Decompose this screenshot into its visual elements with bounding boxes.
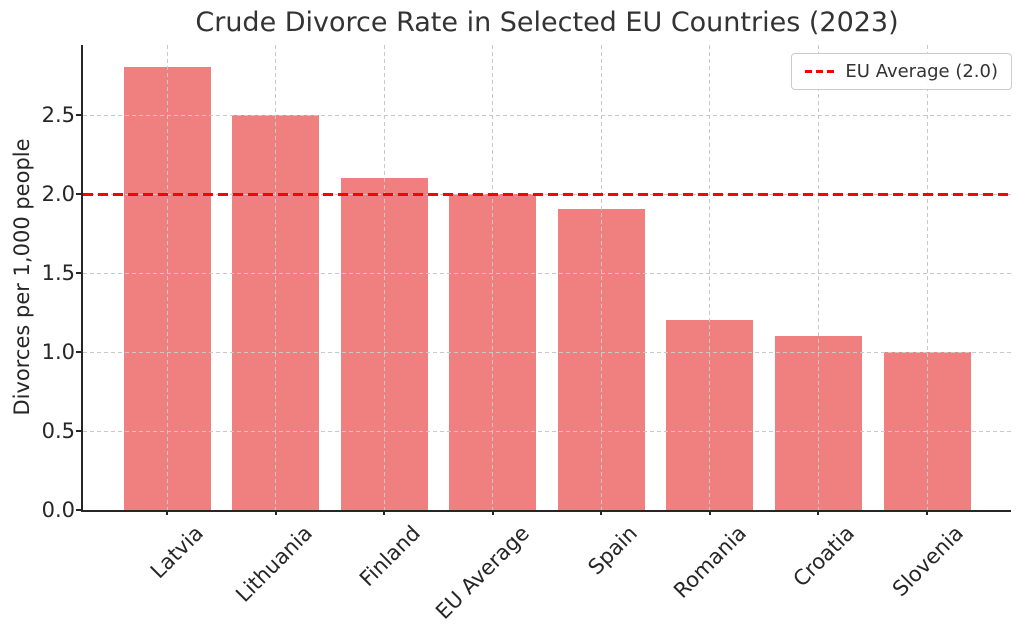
y-tick <box>76 350 81 353</box>
y-tick-label: 1.5 <box>41 260 75 285</box>
x-gridline <box>492 45 494 510</box>
legend-dashed-line-sample <box>805 70 836 73</box>
x-tick <box>926 510 928 515</box>
y-tick-label: 2.0 <box>41 181 75 206</box>
x-gridline <box>275 45 277 510</box>
x-gridline <box>817 45 819 510</box>
x-gridline <box>383 45 385 510</box>
y-gridline <box>83 351 1011 353</box>
y-tick-label: 1.0 <box>41 339 75 364</box>
y-tick-label: 0.5 <box>41 418 75 443</box>
legend-label: EU Average (2.0) <box>845 61 998 82</box>
y-tick <box>76 509 81 511</box>
y-gridline <box>83 272 1011 274</box>
x-tick <box>708 510 711 515</box>
legend: EU Average (2.0) <box>791 53 1012 90</box>
x-tick <box>274 510 277 515</box>
y-tick-label: 2.5 <box>41 102 75 127</box>
x-tick-label: Latvia <box>145 521 208 584</box>
x-gridline <box>166 45 168 510</box>
y-tick-label: 0.0 <box>41 498 75 522</box>
x-tick <box>166 510 168 515</box>
x-tick <box>491 510 494 515</box>
y-tick <box>76 271 81 274</box>
x-tick <box>383 510 386 515</box>
chart-title: Crude Divorce Rate in Selected EU Countr… <box>195 7 899 38</box>
y-tick <box>76 429 81 432</box>
y-tick <box>76 113 81 116</box>
x-gridline <box>926 45 928 510</box>
x-gridline <box>709 45 711 510</box>
x-tick <box>600 510 603 515</box>
y-gridline <box>83 114 1011 116</box>
y-gridline <box>83 430 1011 432</box>
reference-line <box>83 192 1011 196</box>
x-gridline <box>600 45 602 510</box>
x-tick <box>817 510 820 515</box>
y-tick <box>76 192 81 195</box>
